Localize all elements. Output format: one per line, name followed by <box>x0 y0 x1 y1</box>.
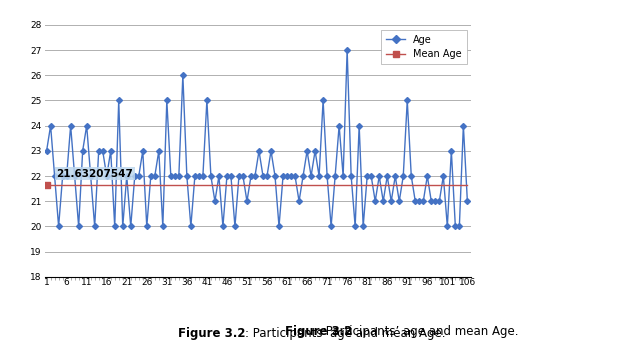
Mean Age <box>43 183 50 187</box>
Line: Age: Age <box>45 48 469 229</box>
Text: Figure 3.2: Figure 3.2 <box>178 327 245 340</box>
Legend: Age, Mean Age: Age, Mean Age <box>381 30 466 64</box>
Mean Age <box>408 183 415 187</box>
Age <box>43 149 50 153</box>
Age <box>319 98 327 103</box>
Age <box>59 174 66 178</box>
Age <box>291 174 299 178</box>
Text: 21.63207547: 21.63207547 <box>57 169 134 179</box>
Mean Age <box>55 183 62 187</box>
Age <box>343 48 351 52</box>
Mean Age <box>291 183 299 187</box>
Mean Age <box>287 183 295 187</box>
Mean Age <box>315 183 323 187</box>
Text: Figure 3.2: Figure 3.2 <box>285 325 352 338</box>
Text: : Participants’ age and mean Age.: : Participants’ age and mean Age. <box>318 325 519 338</box>
Age <box>415 199 423 203</box>
Age <box>295 199 303 203</box>
Mean Age <box>331 183 339 187</box>
Age <box>55 224 62 229</box>
Mean Age <box>464 183 471 187</box>
Age <box>335 124 343 128</box>
Text: : Participants’ age and mean Age.: : Participants’ age and mean Age. <box>245 327 446 340</box>
Age <box>464 199 471 203</box>
